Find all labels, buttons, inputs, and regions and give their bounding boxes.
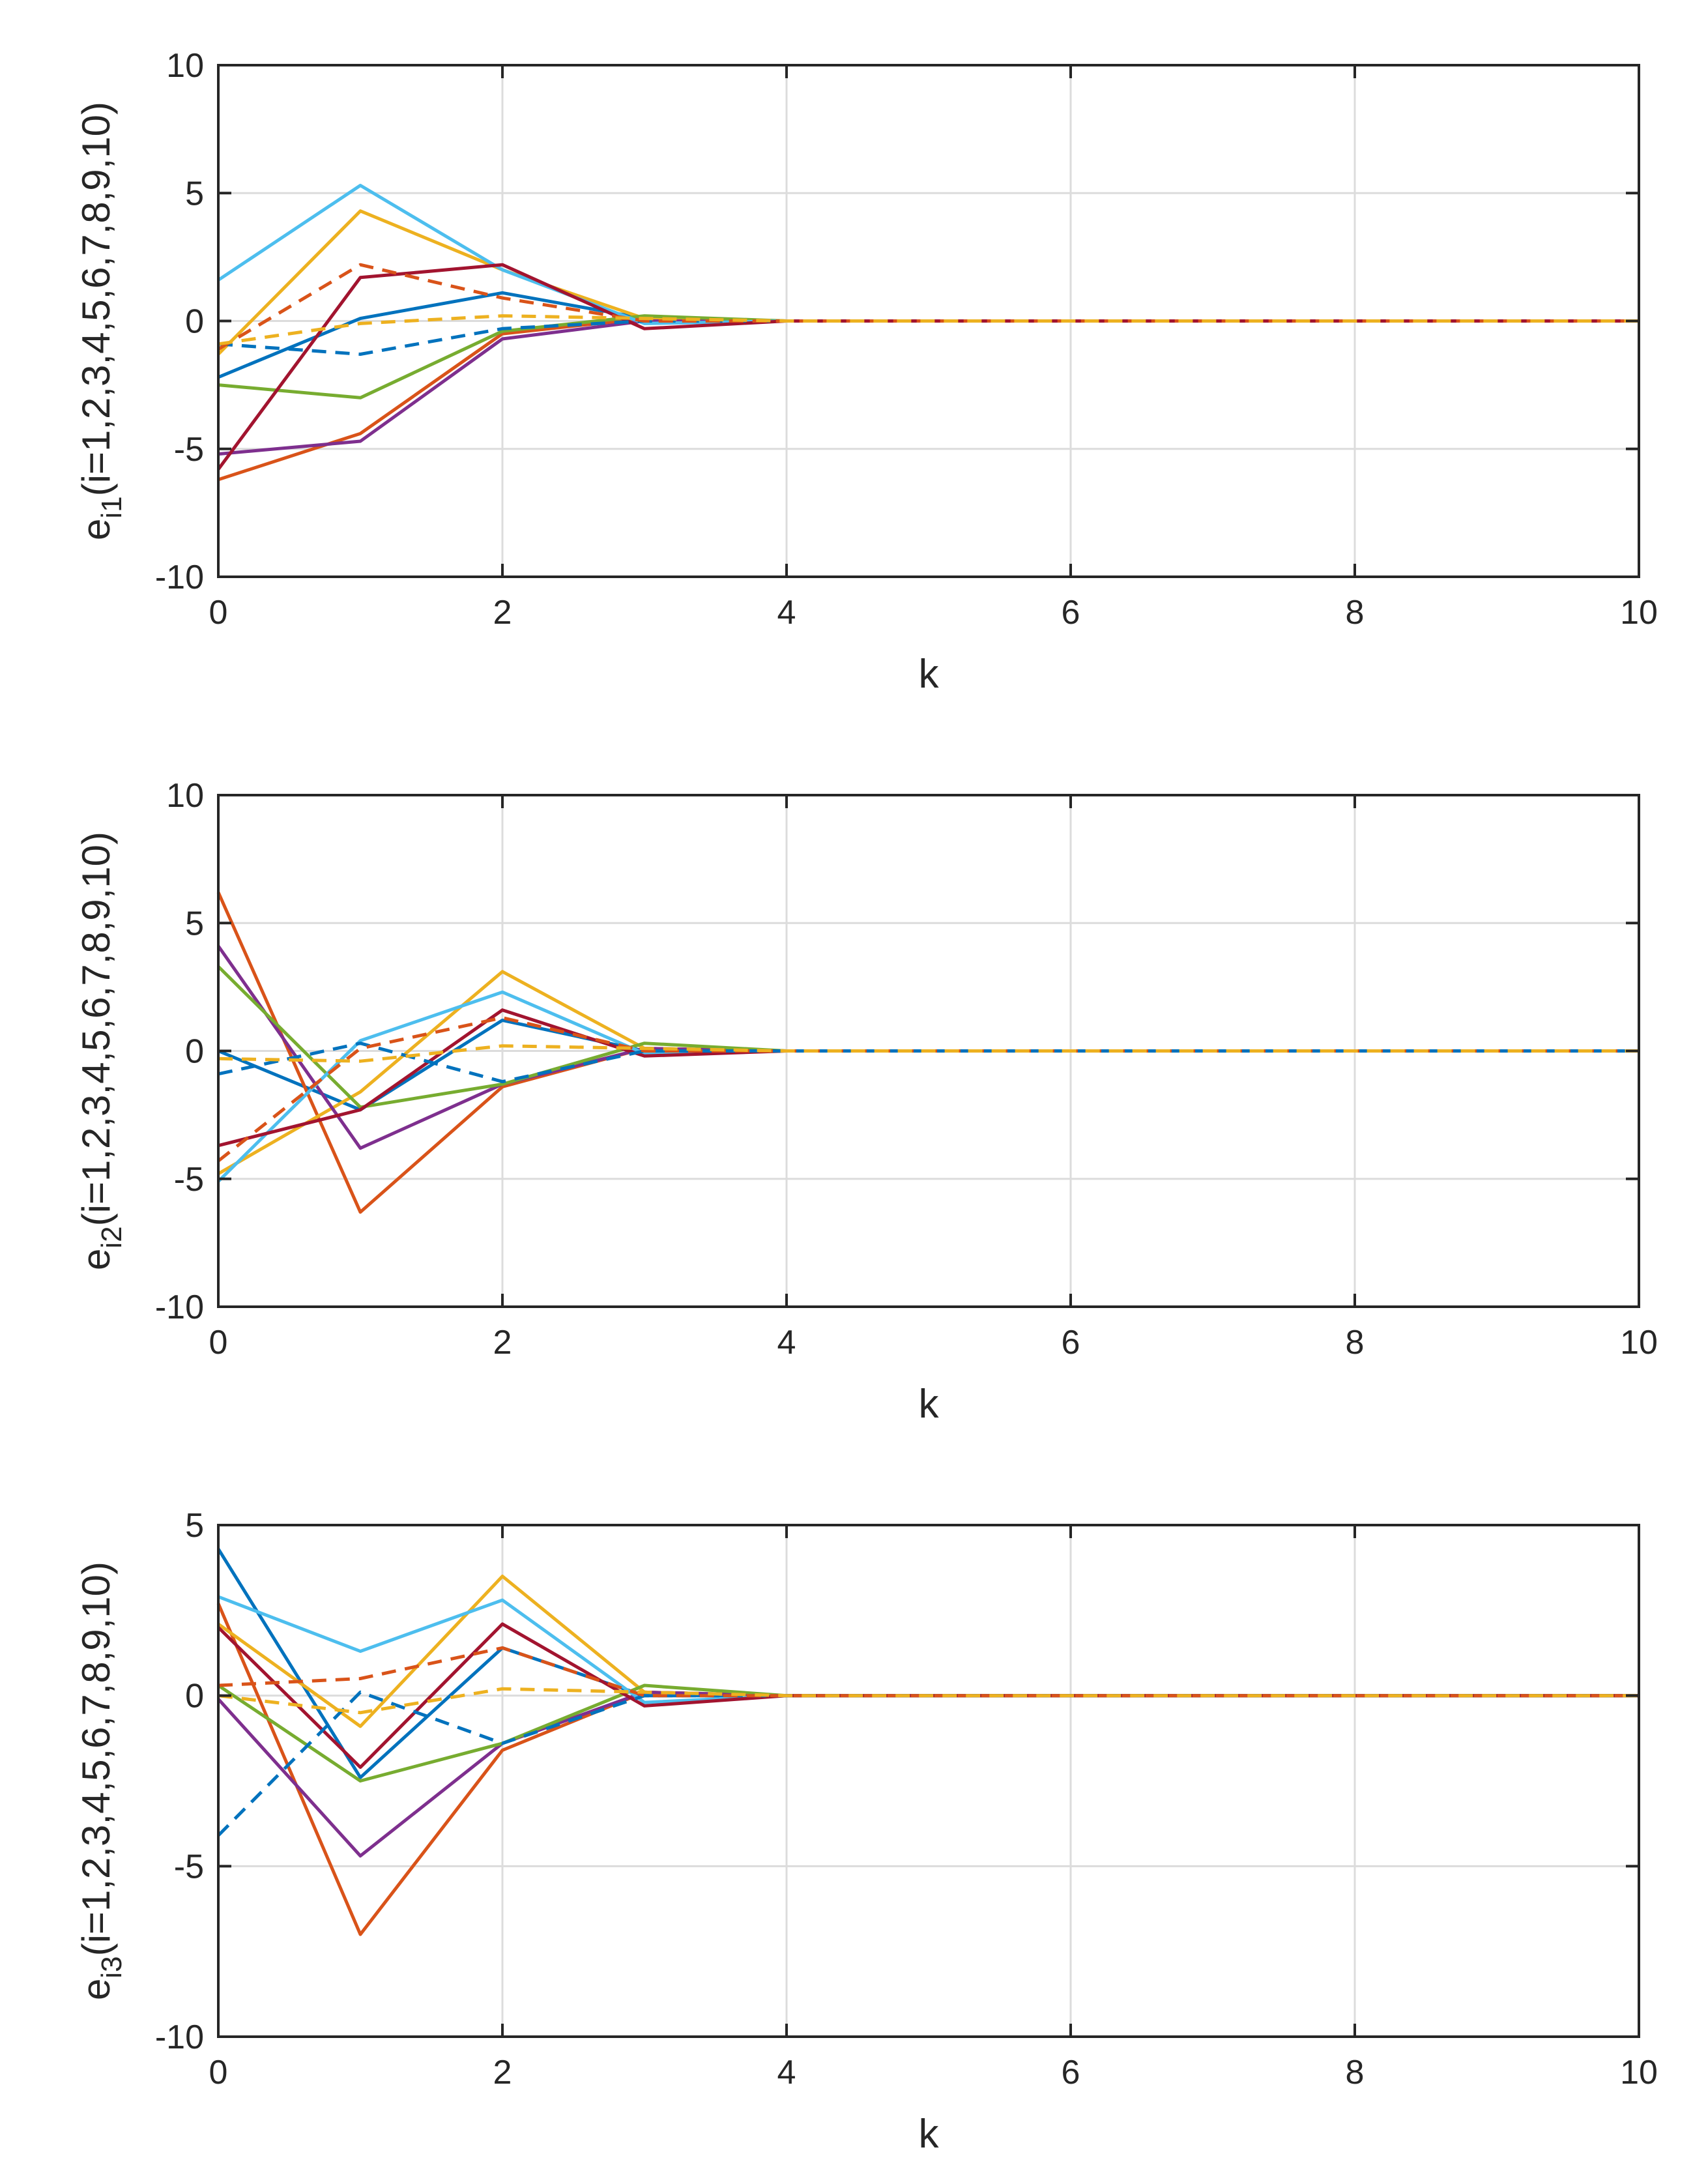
y-tick-label: 10 (166, 47, 204, 85)
y-tick-label: -5 (174, 1161, 204, 1199)
x-tick-label: 2 (493, 594, 512, 632)
y-tick-label: 0 (185, 303, 204, 341)
y-tick-label: -5 (174, 431, 204, 469)
subplot-2: 0 2 4 6 8 10 -10 -5 0 5 10 k ei2(i=1,2,3,4,5,6,7,8,9… (74, 777, 1658, 1427)
x-tick-label: 0 (209, 594, 228, 632)
y-axis-label: ei1(i=1,2,3,4,5,6,7,8,9,10) (74, 102, 128, 540)
y-tick-label: -10 (155, 559, 204, 596)
series-line-e_62 (217, 990, 1639, 1183)
x-tick-label: 2 (493, 2054, 512, 2091)
y-tick-label: 10 (166, 777, 204, 815)
series-line-e_81 (218, 319, 1639, 356)
x-tick-label: 10 (1620, 1324, 1658, 1361)
series-line-e_32 (217, 970, 1639, 1176)
series-line-e_52 (217, 965, 1639, 1109)
x-tick-label: 0 (209, 2054, 228, 2091)
y-axis-label: ei3(i=1,2,3,4,5,6,7,8,9,10) (74, 1562, 128, 2000)
y-tick-label: -10 (155, 1289, 204, 1326)
x-tick-label: 0 (209, 1324, 228, 1361)
x-tick-label: 6 (1062, 2054, 1080, 2091)
x-tick-label: 4 (777, 2054, 796, 2091)
series-line-e_61 (217, 184, 1639, 325)
series-line-e_103 (218, 1687, 1639, 1715)
y-tick-label: 5 (185, 1507, 204, 1545)
x-tick-label: 6 (1062, 1324, 1080, 1361)
series-line-e_92 (217, 1016, 1639, 1163)
series-line-e_93 (218, 1646, 1639, 1698)
series-line-e_102 (218, 1044, 1639, 1063)
y-tick-label: 5 (185, 175, 204, 212)
axes-box (217, 1524, 1640, 2038)
series-line-e_101 (218, 314, 1639, 346)
x-tick-label: 8 (1346, 594, 1365, 632)
x-tick-label: 8 (1346, 1324, 1365, 1361)
x-axis-label: k (919, 2112, 940, 2157)
series-line-e_71 (216, 263, 1639, 471)
y-axis-label: ei2(i=1,2,3,4,5,6,7,8,9,10) (74, 832, 128, 1270)
subplot-3: 0 2 4 6 8 10 -10 -5 0 5 k ei3(i=1,2,3,4,5,6,7,8,9,1… (74, 1507, 1658, 2157)
series-line-e_33 (217, 1575, 1639, 1728)
x-tick-label: 4 (777, 1324, 796, 1361)
subplot-1: 0 2 4 6 8 10 -10 -5 0 5 10 k ei1(i=1,2,3,4,5,6,7,8,9… (74, 47, 1658, 697)
series-line-e_43 (217, 1690, 1639, 1858)
x-tick-label: 8 (1346, 2054, 1365, 2091)
y-tick-label: -5 (174, 1848, 204, 1886)
x-tick-label: 2 (493, 1324, 512, 1361)
y-tick-label: 5 (185, 905, 204, 942)
x-axis-label: k (919, 652, 940, 697)
x-tick-label: 10 (1620, 2054, 1658, 2091)
x-axis-label: k (919, 1382, 940, 1427)
x-tick-label: 4 (777, 594, 796, 632)
x-tick-label: 10 (1620, 594, 1658, 632)
y-tick-label: 0 (185, 1033, 204, 1071)
series-line-e_42 (216, 945, 1639, 1150)
y-tick-label: -10 (155, 2018, 204, 2056)
series-line-e_82 (218, 1041, 1639, 1084)
y-tick-label: 0 (185, 1678, 204, 1715)
x-tick-label: 6 (1062, 594, 1080, 632)
